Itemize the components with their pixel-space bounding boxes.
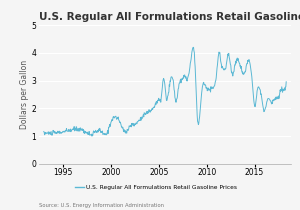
Text: U.S. Regular All Formulations Retail Gasoline Prices: U.S. Regular All Formulations Retail Gas… — [39, 12, 300, 22]
Y-axis label: Dollars per Gallon: Dollars per Gallon — [20, 60, 28, 129]
Legend: U.S. Regular All Formulations Retail Gasoline Prices: U.S. Regular All Formulations Retail Gas… — [73, 183, 239, 192]
Text: Source: U.S. Energy Information Administration: Source: U.S. Energy Information Administ… — [39, 203, 164, 208]
